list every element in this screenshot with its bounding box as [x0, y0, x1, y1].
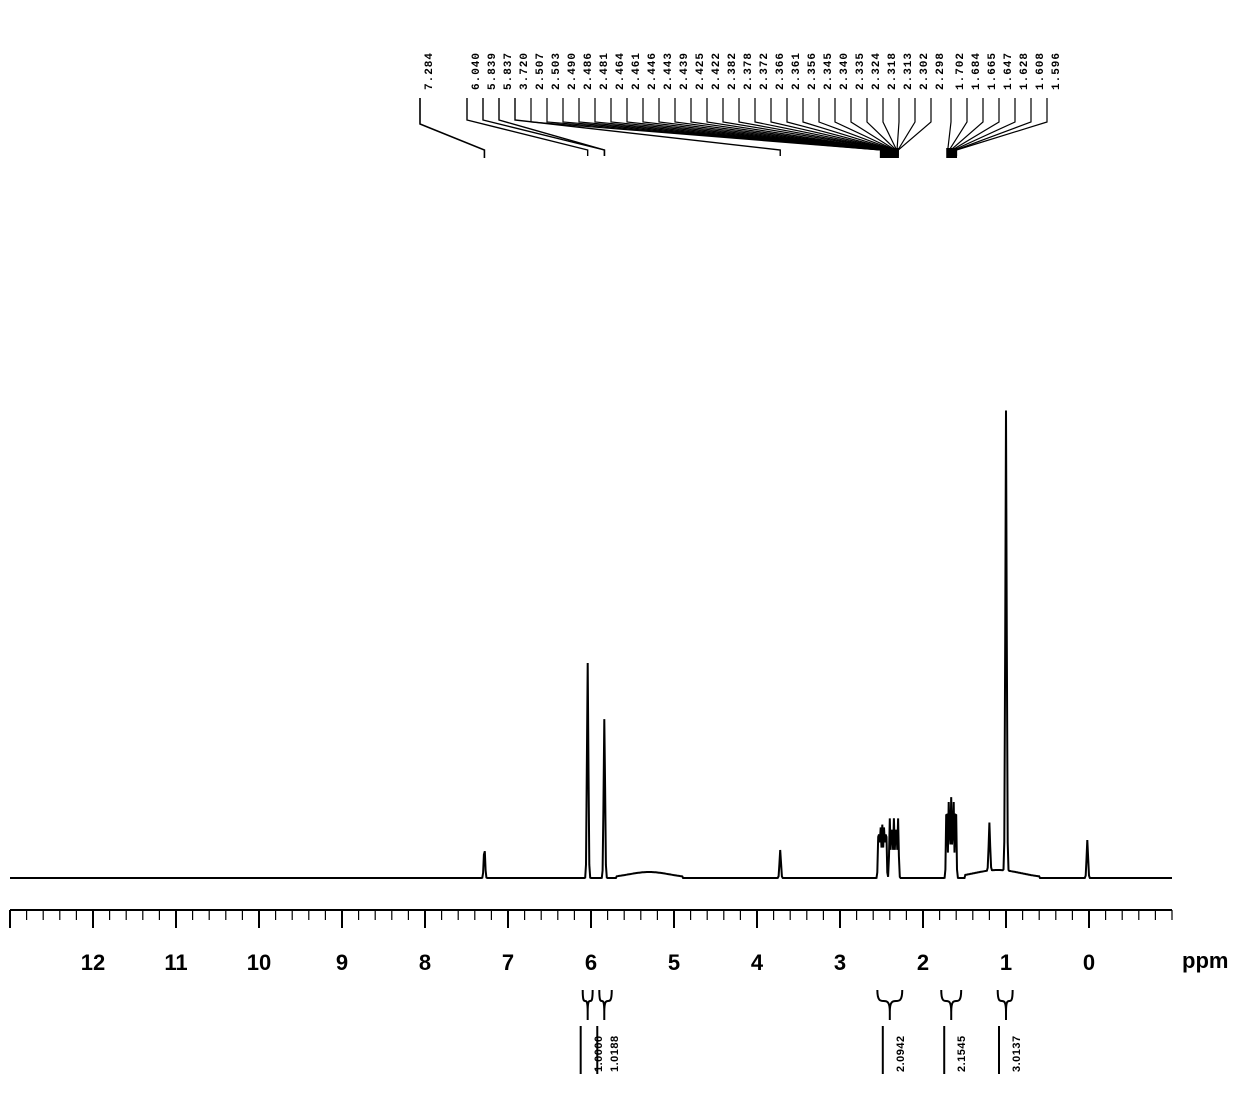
peak-ppm-label: 2.486 [583, 52, 595, 90]
peak-ppm-label: 2.507 [535, 52, 547, 90]
axis-tick-label: 10 [247, 950, 271, 976]
peak-ppm-label: 2.503 [551, 52, 563, 90]
axis-tick-label: 7 [502, 950, 514, 976]
nmr-spectrum-chart: 12111098765432107.2846.0405.8395.8373.72… [0, 0, 1240, 1111]
peak-ppm-label: 2.481 [599, 52, 611, 90]
peak-ppm-label: 1.596 [1051, 52, 1063, 90]
peak-ppm-label: 1.647 [1003, 52, 1015, 90]
peak-ppm-label: 2.443 [663, 52, 675, 90]
axis-tick-label: 9 [336, 950, 348, 976]
peak-ppm-label: 2.318 [887, 52, 899, 90]
peak-ppm-label: 1.628 [1019, 52, 1031, 90]
axis-unit-label: ppm [1182, 948, 1228, 974]
peak-ppm-label: 1.702 [955, 52, 967, 90]
peak-ppm-label: 2.461 [631, 52, 643, 90]
peak-ppm-label: 5.837 [503, 52, 515, 90]
nmr-svg-canvas [0, 0, 1240, 1111]
peak-ppm-label: 2.335 [855, 52, 867, 90]
integral-label: 1.0000 [593, 1035, 605, 1072]
axis-tick-label: 1 [1000, 950, 1012, 976]
peak-ppm-label: 2.356 [807, 52, 819, 90]
peak-ppm-label: 2.361 [791, 52, 803, 90]
peak-ppm-label: 1.608 [1035, 52, 1047, 90]
integral-label: 3.0137 [1011, 1035, 1023, 1072]
axis-tick-label: 4 [751, 950, 763, 976]
peak-ppm-label: 2.298 [935, 52, 947, 90]
axis-tick-label: 0 [1083, 950, 1095, 976]
peak-ppm-label: 2.366 [775, 52, 787, 90]
axis-tick-label: 3 [834, 950, 846, 976]
peak-ppm-label: 2.422 [711, 52, 723, 90]
peak-ppm-label: 2.490 [567, 52, 579, 90]
integral-label: 2.1545 [956, 1035, 968, 1072]
peak-ppm-label: 2.340 [839, 52, 851, 90]
axis-tick-label: 11 [164, 950, 187, 976]
peak-ppm-label: 6.040 [471, 52, 483, 90]
peak-ppm-label: 2.313 [903, 52, 915, 90]
peak-ppm-label: 3.720 [519, 52, 531, 90]
peak-ppm-label: 2.382 [727, 52, 739, 90]
peak-ppm-label: 2.345 [823, 52, 835, 90]
peak-ppm-label: 2.372 [759, 52, 771, 90]
peak-ppm-label: 1.684 [971, 52, 983, 90]
peak-ppm-label: 2.446 [647, 52, 659, 90]
axis-tick-label: 6 [585, 950, 597, 976]
integral-label: 2.0942 [895, 1035, 907, 1072]
axis-tick-label: 5 [668, 950, 680, 976]
integral-label: 1.0188 [609, 1035, 621, 1072]
axis-tick-label: 2 [917, 950, 929, 976]
axis-tick-label: 8 [419, 950, 431, 976]
peak-ppm-label: 2.464 [615, 52, 627, 90]
peak-ppm-label: 2.378 [743, 52, 755, 90]
axis-tick-label: 12 [81, 950, 105, 976]
peak-ppm-label: 1.665 [987, 52, 999, 90]
peak-ppm-label: 2.302 [919, 52, 931, 90]
peak-ppm-label: 2.324 [871, 52, 883, 90]
peak-ppm-label: 2.425 [695, 52, 707, 90]
peak-ppm-label: 5.839 [487, 52, 499, 90]
peak-ppm-label: 2.439 [679, 52, 691, 90]
peak-ppm-label: 7.284 [424, 52, 436, 90]
